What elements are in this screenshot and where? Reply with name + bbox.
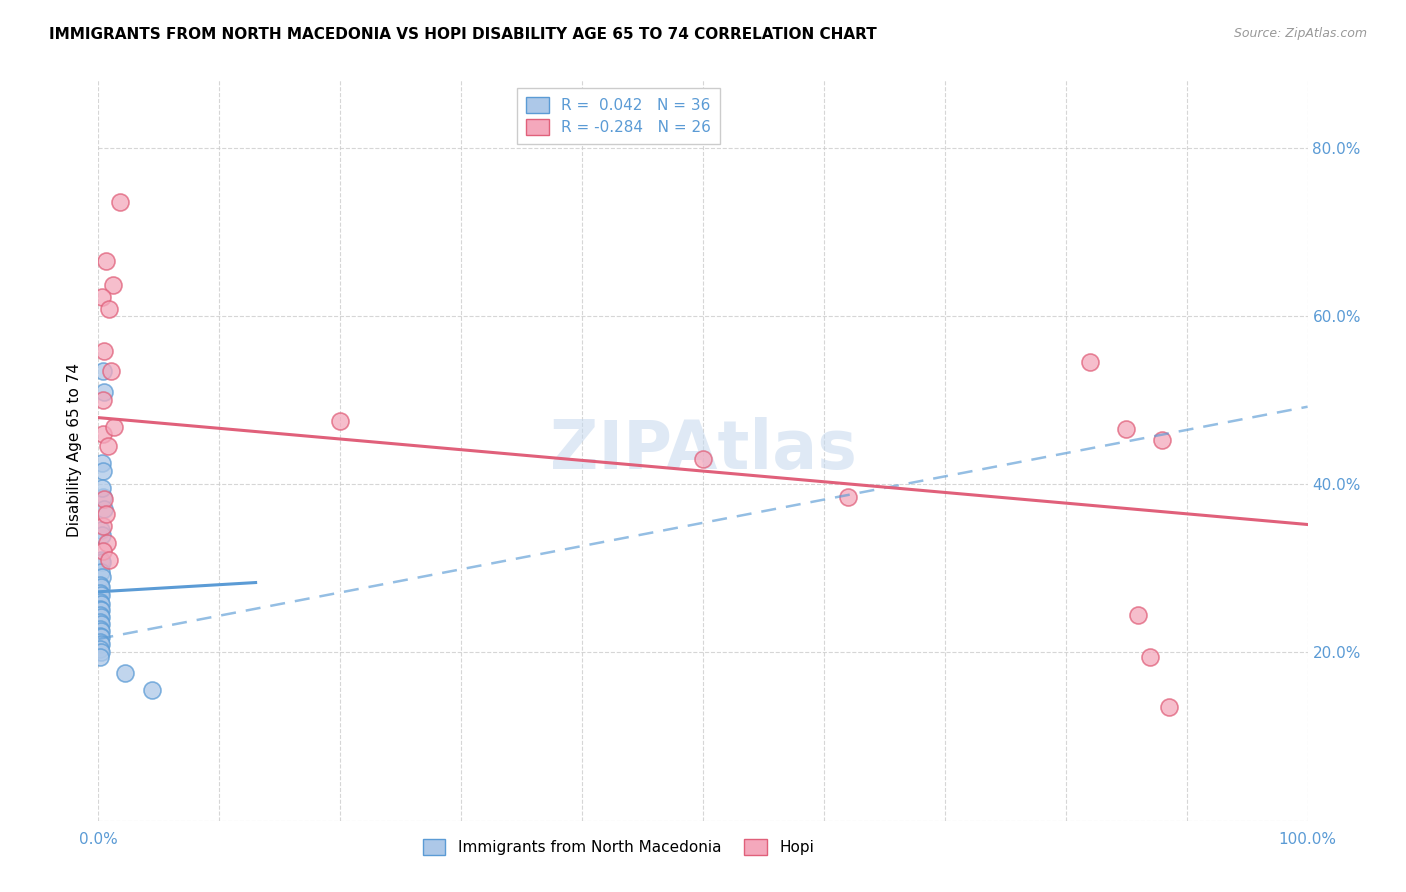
Point <box>91 554 114 569</box>
Point <box>89 601 111 615</box>
Point <box>94 254 117 268</box>
Point <box>90 624 112 638</box>
Point <box>91 544 114 558</box>
Point <box>329 414 352 428</box>
Point <box>89 586 111 600</box>
Point <box>90 630 112 644</box>
Point <box>91 481 114 495</box>
Text: ZIPAtlas: ZIPAtlas <box>550 417 856 483</box>
Point <box>1157 700 1180 714</box>
Point <box>89 615 111 629</box>
Point <box>89 649 111 664</box>
Point <box>90 637 112 651</box>
Point <box>98 302 121 317</box>
Point <box>1128 607 1150 622</box>
Point <box>90 588 112 602</box>
Point <box>89 608 111 623</box>
Point <box>89 642 111 657</box>
Text: Source: ZipAtlas.com: Source: ZipAtlas.com <box>1233 27 1367 40</box>
Point <box>91 465 114 479</box>
Point <box>89 635 111 649</box>
Point <box>90 616 112 631</box>
Point <box>93 384 115 399</box>
Point <box>114 666 136 681</box>
Point <box>91 363 114 377</box>
Point <box>1152 434 1174 448</box>
Point <box>91 490 114 504</box>
Text: IMMIGRANTS FROM NORTH MACEDONIA VS HOPI DISABILITY AGE 65 TO 74 CORRELATION CHAR: IMMIGRANTS FROM NORTH MACEDONIA VS HOPI … <box>49 27 877 42</box>
Point <box>1115 422 1137 436</box>
Y-axis label: Disability Age 65 to 74: Disability Age 65 to 74 <box>67 363 83 538</box>
Point <box>101 277 124 292</box>
Point <box>91 569 114 583</box>
Point <box>90 610 112 624</box>
Point <box>1139 649 1161 664</box>
Point <box>1078 355 1101 369</box>
Point <box>141 683 163 698</box>
Point <box>90 603 112 617</box>
Point <box>93 344 115 359</box>
Point <box>100 363 122 377</box>
Point <box>94 507 117 521</box>
Point <box>93 492 115 507</box>
Point <box>90 597 112 611</box>
Point <box>89 578 111 592</box>
Point <box>98 553 121 567</box>
Point <box>108 195 131 210</box>
Point <box>96 536 118 550</box>
Point <box>91 456 114 470</box>
Point <box>103 420 125 434</box>
Point <box>91 527 114 541</box>
Point <box>89 595 111 609</box>
Point <box>93 502 115 516</box>
Point <box>89 628 111 642</box>
Point <box>837 490 859 504</box>
Legend: Immigrants from North Macedonia, Hopi: Immigrants from North Macedonia, Hopi <box>416 833 820 861</box>
Point <box>91 290 114 304</box>
Point <box>90 553 112 567</box>
Point <box>90 566 112 580</box>
Point <box>90 645 112 659</box>
Point <box>91 392 114 407</box>
Point <box>91 519 114 533</box>
Point <box>97 439 120 453</box>
Point <box>89 622 111 636</box>
Point <box>91 426 114 441</box>
Point <box>90 524 112 538</box>
Point <box>692 451 714 466</box>
Point <box>90 580 112 594</box>
